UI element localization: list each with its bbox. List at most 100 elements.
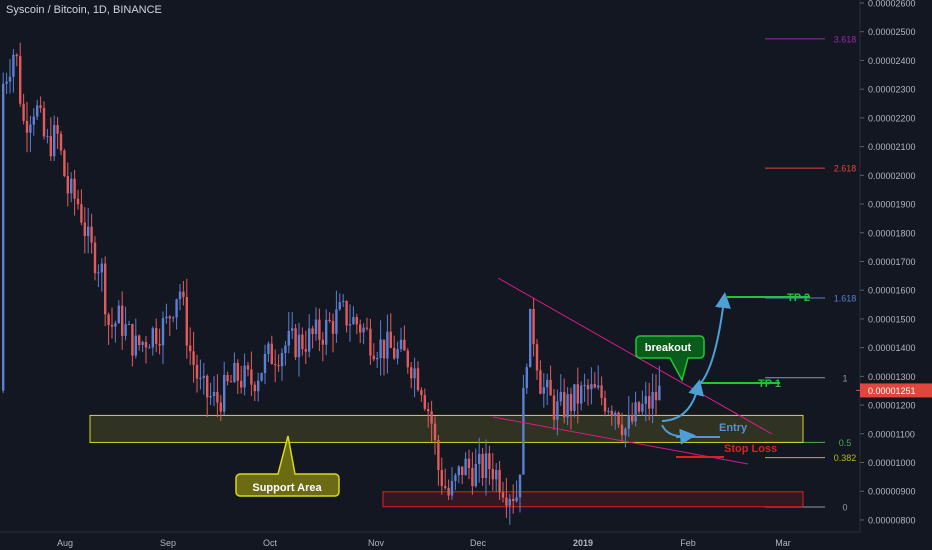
candle-body [644, 396, 647, 404]
breakout-callout [635, 335, 705, 382]
candle-body [518, 474, 522, 498]
fib-label: 0.382 [834, 453, 857, 463]
candle-body [206, 375, 209, 398]
candle-body [464, 458, 467, 476]
candle-body [308, 328, 311, 352]
candle-body [450, 481, 454, 496]
candle-body [454, 475, 457, 482]
candle-body [270, 343, 273, 365]
candle-body [56, 125, 59, 134]
candle-body [484, 453, 488, 479]
candle-body [590, 384, 593, 390]
candle-body [641, 403, 644, 412]
candle-body [104, 263, 107, 315]
y-tick-label: 0.00001600 [868, 286, 916, 296]
candle-body [471, 468, 474, 487]
candle-body [546, 379, 549, 388]
candle-body [178, 291, 182, 300]
candle-body [525, 367, 528, 389]
candle-body [566, 394, 569, 418]
candle-body [185, 296, 188, 346]
candle-body [461, 466, 464, 476]
fib-label: 1.618 [834, 293, 857, 303]
candle-body [168, 316, 171, 319]
candle-body [396, 349, 399, 359]
candle-body [138, 335, 141, 345]
candle-body [175, 299, 178, 318]
candle-body [5, 81, 8, 84]
candle-body [25, 120, 29, 133]
candle-body [318, 319, 321, 340]
candle-body [274, 364, 277, 366]
candle-body [542, 387, 545, 394]
candle-body [328, 319, 331, 322]
candle-body [90, 226, 93, 243]
candle-body [488, 453, 491, 470]
candle-body [614, 412, 617, 417]
y-tick-label: 0.00001400 [868, 343, 916, 353]
zones [89, 414, 804, 508]
fib-label: 1 [842, 373, 847, 383]
candle-body [59, 133, 63, 151]
candle-body [505, 497, 508, 506]
candle-body [83, 222, 86, 237]
candle-body [365, 327, 369, 329]
candle-body [158, 343, 161, 346]
candle-body [586, 384, 590, 390]
entry-label: Entry [719, 422, 748, 434]
y-tick-label: 0.00001100 [868, 429, 915, 439]
candle-body [117, 305, 120, 324]
fib-label: 2.618 [834, 164, 857, 174]
candle-body [406, 350, 409, 368]
candle-body [325, 319, 328, 345]
candle-body [576, 384, 579, 404]
candle-body [297, 334, 301, 358]
candle-body [563, 392, 566, 418]
candle-body [131, 324, 134, 356]
candle-body [36, 105, 39, 117]
candle-body [352, 317, 355, 325]
fib-label: 3.618 [834, 34, 857, 44]
candle-body [250, 369, 253, 385]
candle-body [73, 178, 76, 199]
candle-body [202, 375, 205, 378]
y-tick-label: 0.00002500 [868, 27, 916, 37]
y-tick-label: 0.00001000 [868, 458, 916, 468]
candle-body [430, 411, 433, 424]
x-tick-label: Oct [263, 538, 278, 548]
candle-body [532, 308, 535, 345]
y-tick-label: 0.00002300 [868, 85, 916, 95]
x-tick-label: Feb [680, 538, 696, 548]
candle-body [236, 362, 239, 381]
candle-body [2, 83, 5, 391]
candle-body [87, 226, 90, 237]
candle-body [321, 339, 324, 345]
candle-body [110, 325, 114, 327]
candle-body [529, 308, 532, 368]
candle-body [539, 370, 542, 394]
candle-body [654, 391, 658, 401]
breakout-label: breakout [645, 342, 692, 354]
candle-body [63, 150, 66, 177]
candle-body [437, 440, 440, 470]
candle-body [277, 365, 280, 367]
candle-body [427, 408, 430, 412]
candle-body [410, 367, 413, 379]
x-tick-label: Mar [775, 538, 791, 548]
candle-body [573, 384, 576, 411]
candle-body [165, 316, 168, 319]
fib-label: 0 [842, 503, 847, 513]
support-zone [89, 414, 804, 443]
y-tick-label: 0.00001800 [868, 228, 916, 238]
candle-body [583, 384, 586, 386]
candle-body [76, 198, 80, 205]
candle-body [481, 453, 484, 479]
candle-body [603, 397, 607, 412]
candle-body [70, 178, 73, 194]
candle-body [19, 56, 22, 104]
tp2-label: TP 2 [787, 292, 810, 304]
y-tick-label: 0.00001900 [868, 200, 916, 210]
candle-body [287, 330, 290, 346]
candle-body [433, 423, 437, 441]
